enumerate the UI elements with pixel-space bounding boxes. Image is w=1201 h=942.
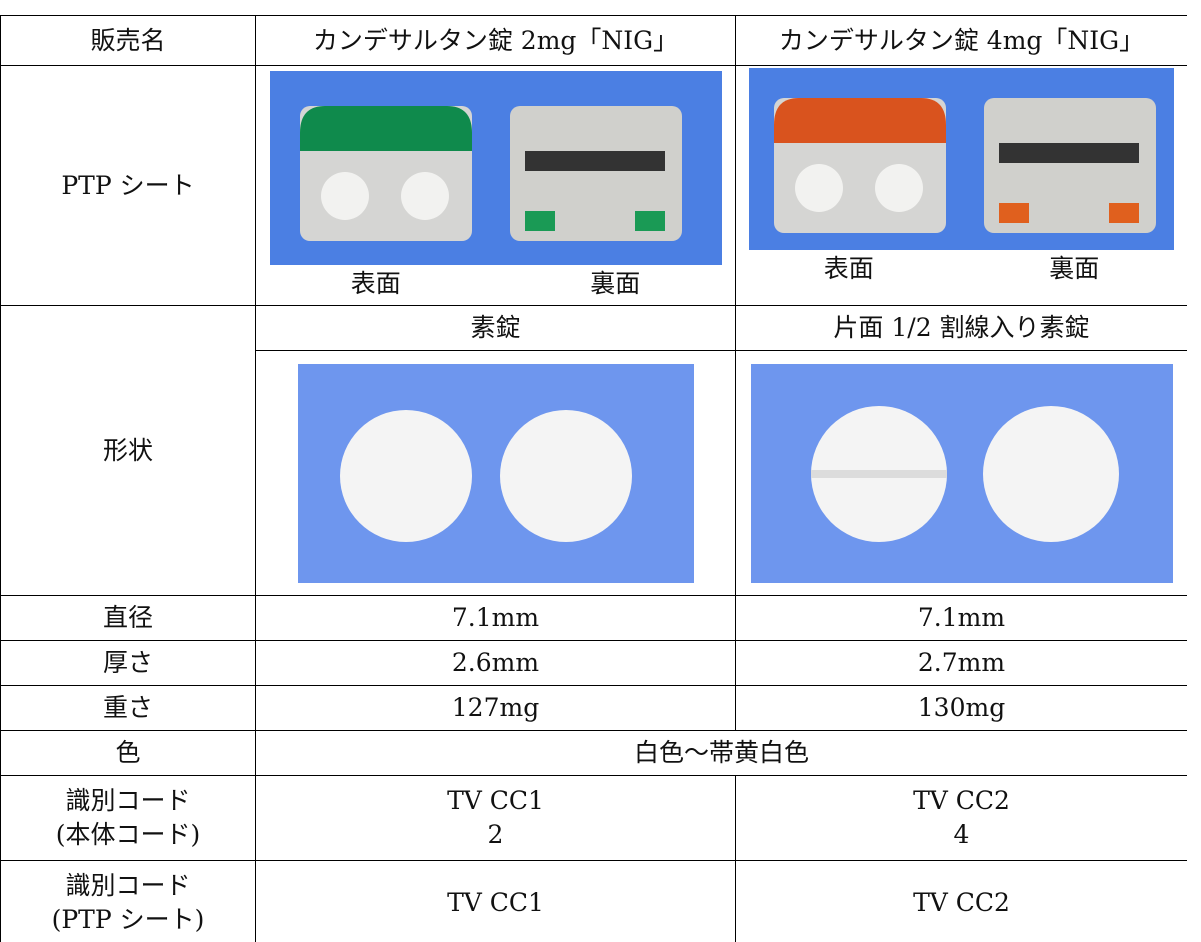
shape-photo-cell [255,350,736,596]
row-label: 識別コード (本体コード) [0,775,256,861]
header-cell: カンデサルタン錠 4mg「NIG」 [735,15,1187,66]
cell: 127mg [255,685,736,731]
cell: TV CC1 2 [255,775,736,861]
cell: TV CC2 4 [735,775,1187,861]
cell: 2.6mm [255,640,736,686]
header-cell: カンデサルタン錠 2mg「NIG」 [255,15,736,66]
code-line: 4 [953,820,970,849]
caption: 裏面 [590,268,641,298]
row-label: 色 [0,730,256,776]
header-cell: 販売名 [0,15,256,66]
shape-type: 片面 1/2 割線入り素錠 [735,305,1187,351]
code-line: TV CC2 [913,786,1010,816]
ptp-photo [269,70,722,265]
tablet-photo [750,363,1173,583]
cell: TV CC2 [735,860,1187,942]
ptp-photo [749,68,1174,250]
table-wrap: 販売名 カンデサルタン錠 2mg「NIG」 カンデサルタン錠 4mg「NIG」 … [0,15,1187,942]
shape-type: 素錠 [255,305,736,351]
label-line: (本体コード) [55,820,201,849]
row-label: 直径 [0,595,256,641]
caption: 表面 [350,268,401,298]
cell: 白色～帯黄白色 [255,730,1187,776]
row-label: 識別コード (PTP シート) [0,860,256,942]
caption: 表面 [823,254,874,283]
cell: 7.1mm [735,595,1187,641]
cell: 130mg [735,685,1187,731]
tablet-photo [297,363,694,583]
cell: TV CC1 [255,860,736,942]
row-label: 重さ [0,685,256,731]
caption: 裏面 [1049,254,1100,283]
cell: 2.7mm [735,640,1187,686]
label-line: 識別コード [65,871,191,901]
ptp-cell: 表面 裏面 [735,65,1187,306]
cell: 7.1mm [255,595,736,641]
ptp-cell: 表面 裏面 [255,65,736,306]
code-line: 2 [487,820,504,849]
row-label: PTP シート [0,65,256,306]
label-line: 識別コード [65,786,191,816]
row-label: 厚さ [0,640,256,686]
label-line: (PTP シート) [51,905,205,934]
shape-photo-cell [735,350,1187,596]
row-label: 形状 [0,305,256,596]
code-line: TV CC1 [447,786,544,816]
spec-table: 販売名 カンデサルタン錠 2mg「NIG」 カンデサルタン錠 4mg「NIG」 … [0,15,1187,942]
